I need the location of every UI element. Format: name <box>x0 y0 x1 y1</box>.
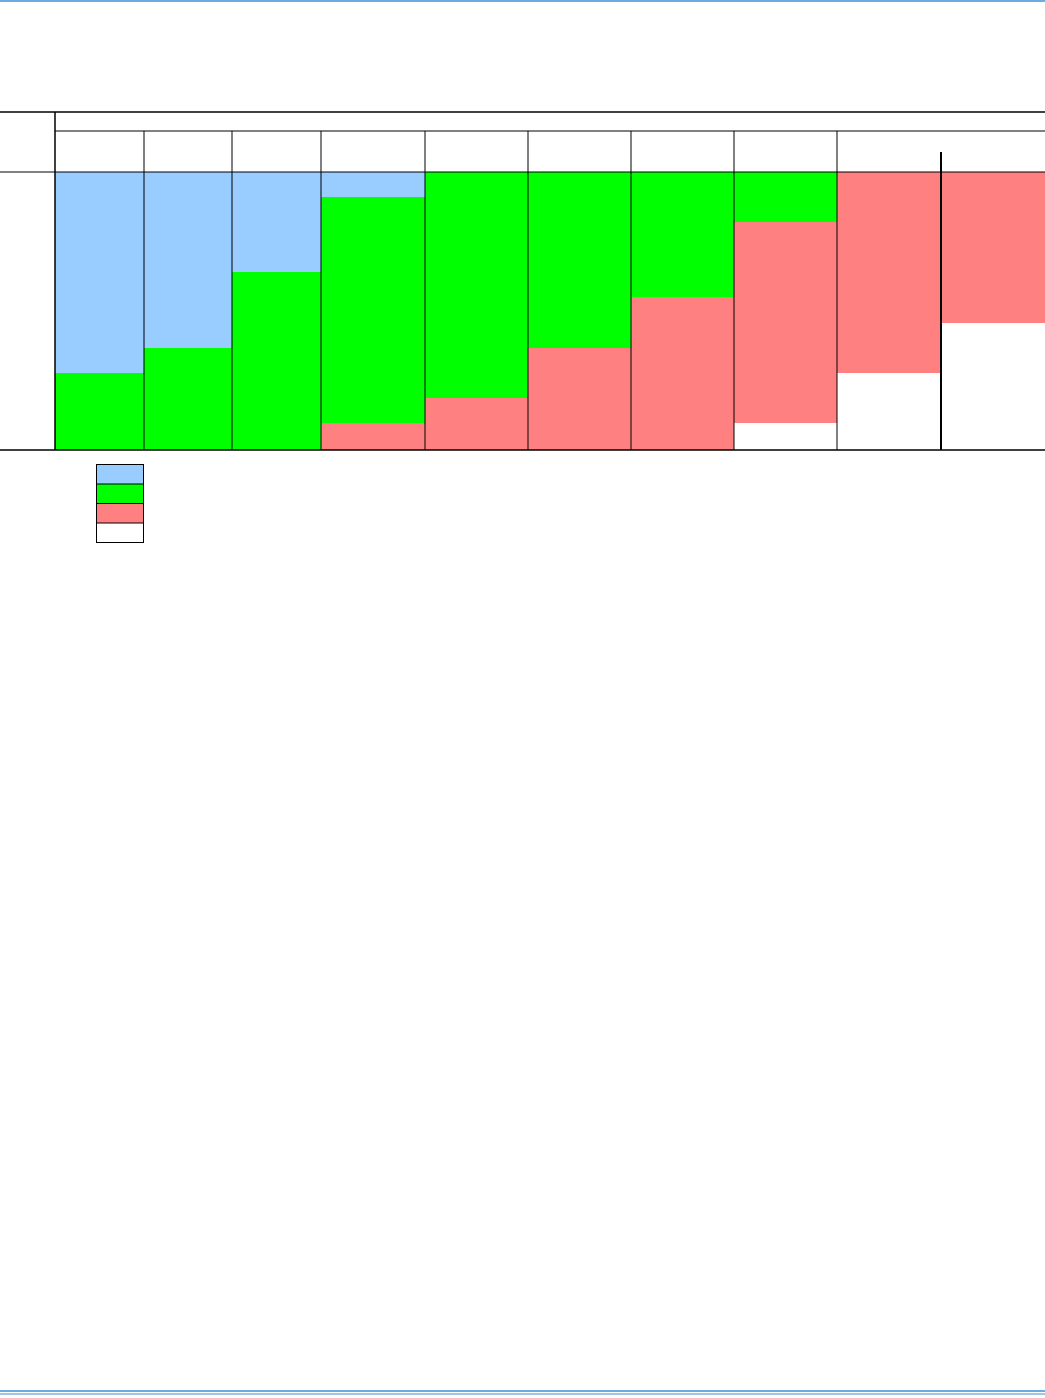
segment <box>55 373 144 450</box>
legend <box>96 464 144 543</box>
segment <box>528 348 631 450</box>
table-lines <box>0 111 1045 451</box>
segment <box>321 197 425 423</box>
segment <box>232 272 321 450</box>
segment <box>232 172 321 272</box>
segment <box>837 172 941 373</box>
segment <box>55 172 144 373</box>
segment <box>144 172 232 348</box>
legend-swatch <box>96 483 144 504</box>
segment <box>144 348 232 450</box>
segment <box>734 172 837 222</box>
segment <box>941 172 1045 323</box>
segment <box>528 172 631 348</box>
segment <box>631 172 734 297</box>
legend-swatch <box>96 503 144 524</box>
segment <box>631 297 734 450</box>
segment <box>425 172 528 398</box>
segment <box>321 172 425 197</box>
segment <box>425 398 528 450</box>
segment <box>734 222 837 423</box>
legend-swatch <box>96 464 144 485</box>
segment <box>321 423 425 450</box>
legend-swatch <box>96 522 144 543</box>
segments <box>55 172 1045 450</box>
